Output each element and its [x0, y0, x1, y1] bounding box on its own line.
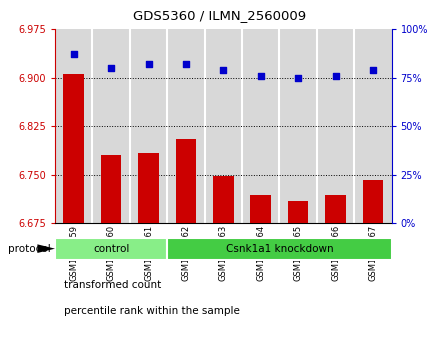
- Text: percentile rank within the sample: percentile rank within the sample: [64, 306, 240, 316]
- Point: [370, 67, 377, 73]
- Bar: [363, 180, 383, 223]
- Bar: [92, 29, 130, 223]
- Text: protocol: protocol: [8, 244, 51, 254]
- Bar: [279, 29, 317, 223]
- Text: Csnk1a1 knockdown: Csnk1a1 knockdown: [226, 244, 333, 254]
- Bar: [55, 238, 167, 260]
- Bar: [288, 201, 308, 223]
- Bar: [63, 74, 84, 223]
- Point: [332, 73, 339, 78]
- Bar: [138, 153, 159, 223]
- Bar: [130, 29, 167, 223]
- Point: [295, 75, 302, 81]
- Bar: [325, 195, 346, 223]
- Bar: [354, 29, 392, 223]
- Bar: [205, 29, 242, 223]
- Text: control: control: [93, 244, 129, 254]
- Bar: [250, 195, 271, 223]
- Bar: [101, 155, 121, 223]
- Bar: [167, 29, 205, 223]
- Text: GDS5360 / ILMN_2560009: GDS5360 / ILMN_2560009: [133, 9, 307, 22]
- Polygon shape: [37, 244, 55, 253]
- Bar: [317, 29, 354, 223]
- Point: [108, 65, 115, 71]
- Bar: [242, 29, 279, 223]
- Bar: [167, 238, 392, 260]
- Bar: [176, 139, 196, 223]
- Point: [220, 67, 227, 73]
- Text: transformed count: transformed count: [64, 280, 161, 290]
- Point: [183, 61, 190, 67]
- Point: [257, 73, 264, 78]
- Bar: [213, 176, 234, 223]
- Point: [70, 52, 77, 57]
- Point: [145, 61, 152, 67]
- Bar: [55, 29, 92, 223]
